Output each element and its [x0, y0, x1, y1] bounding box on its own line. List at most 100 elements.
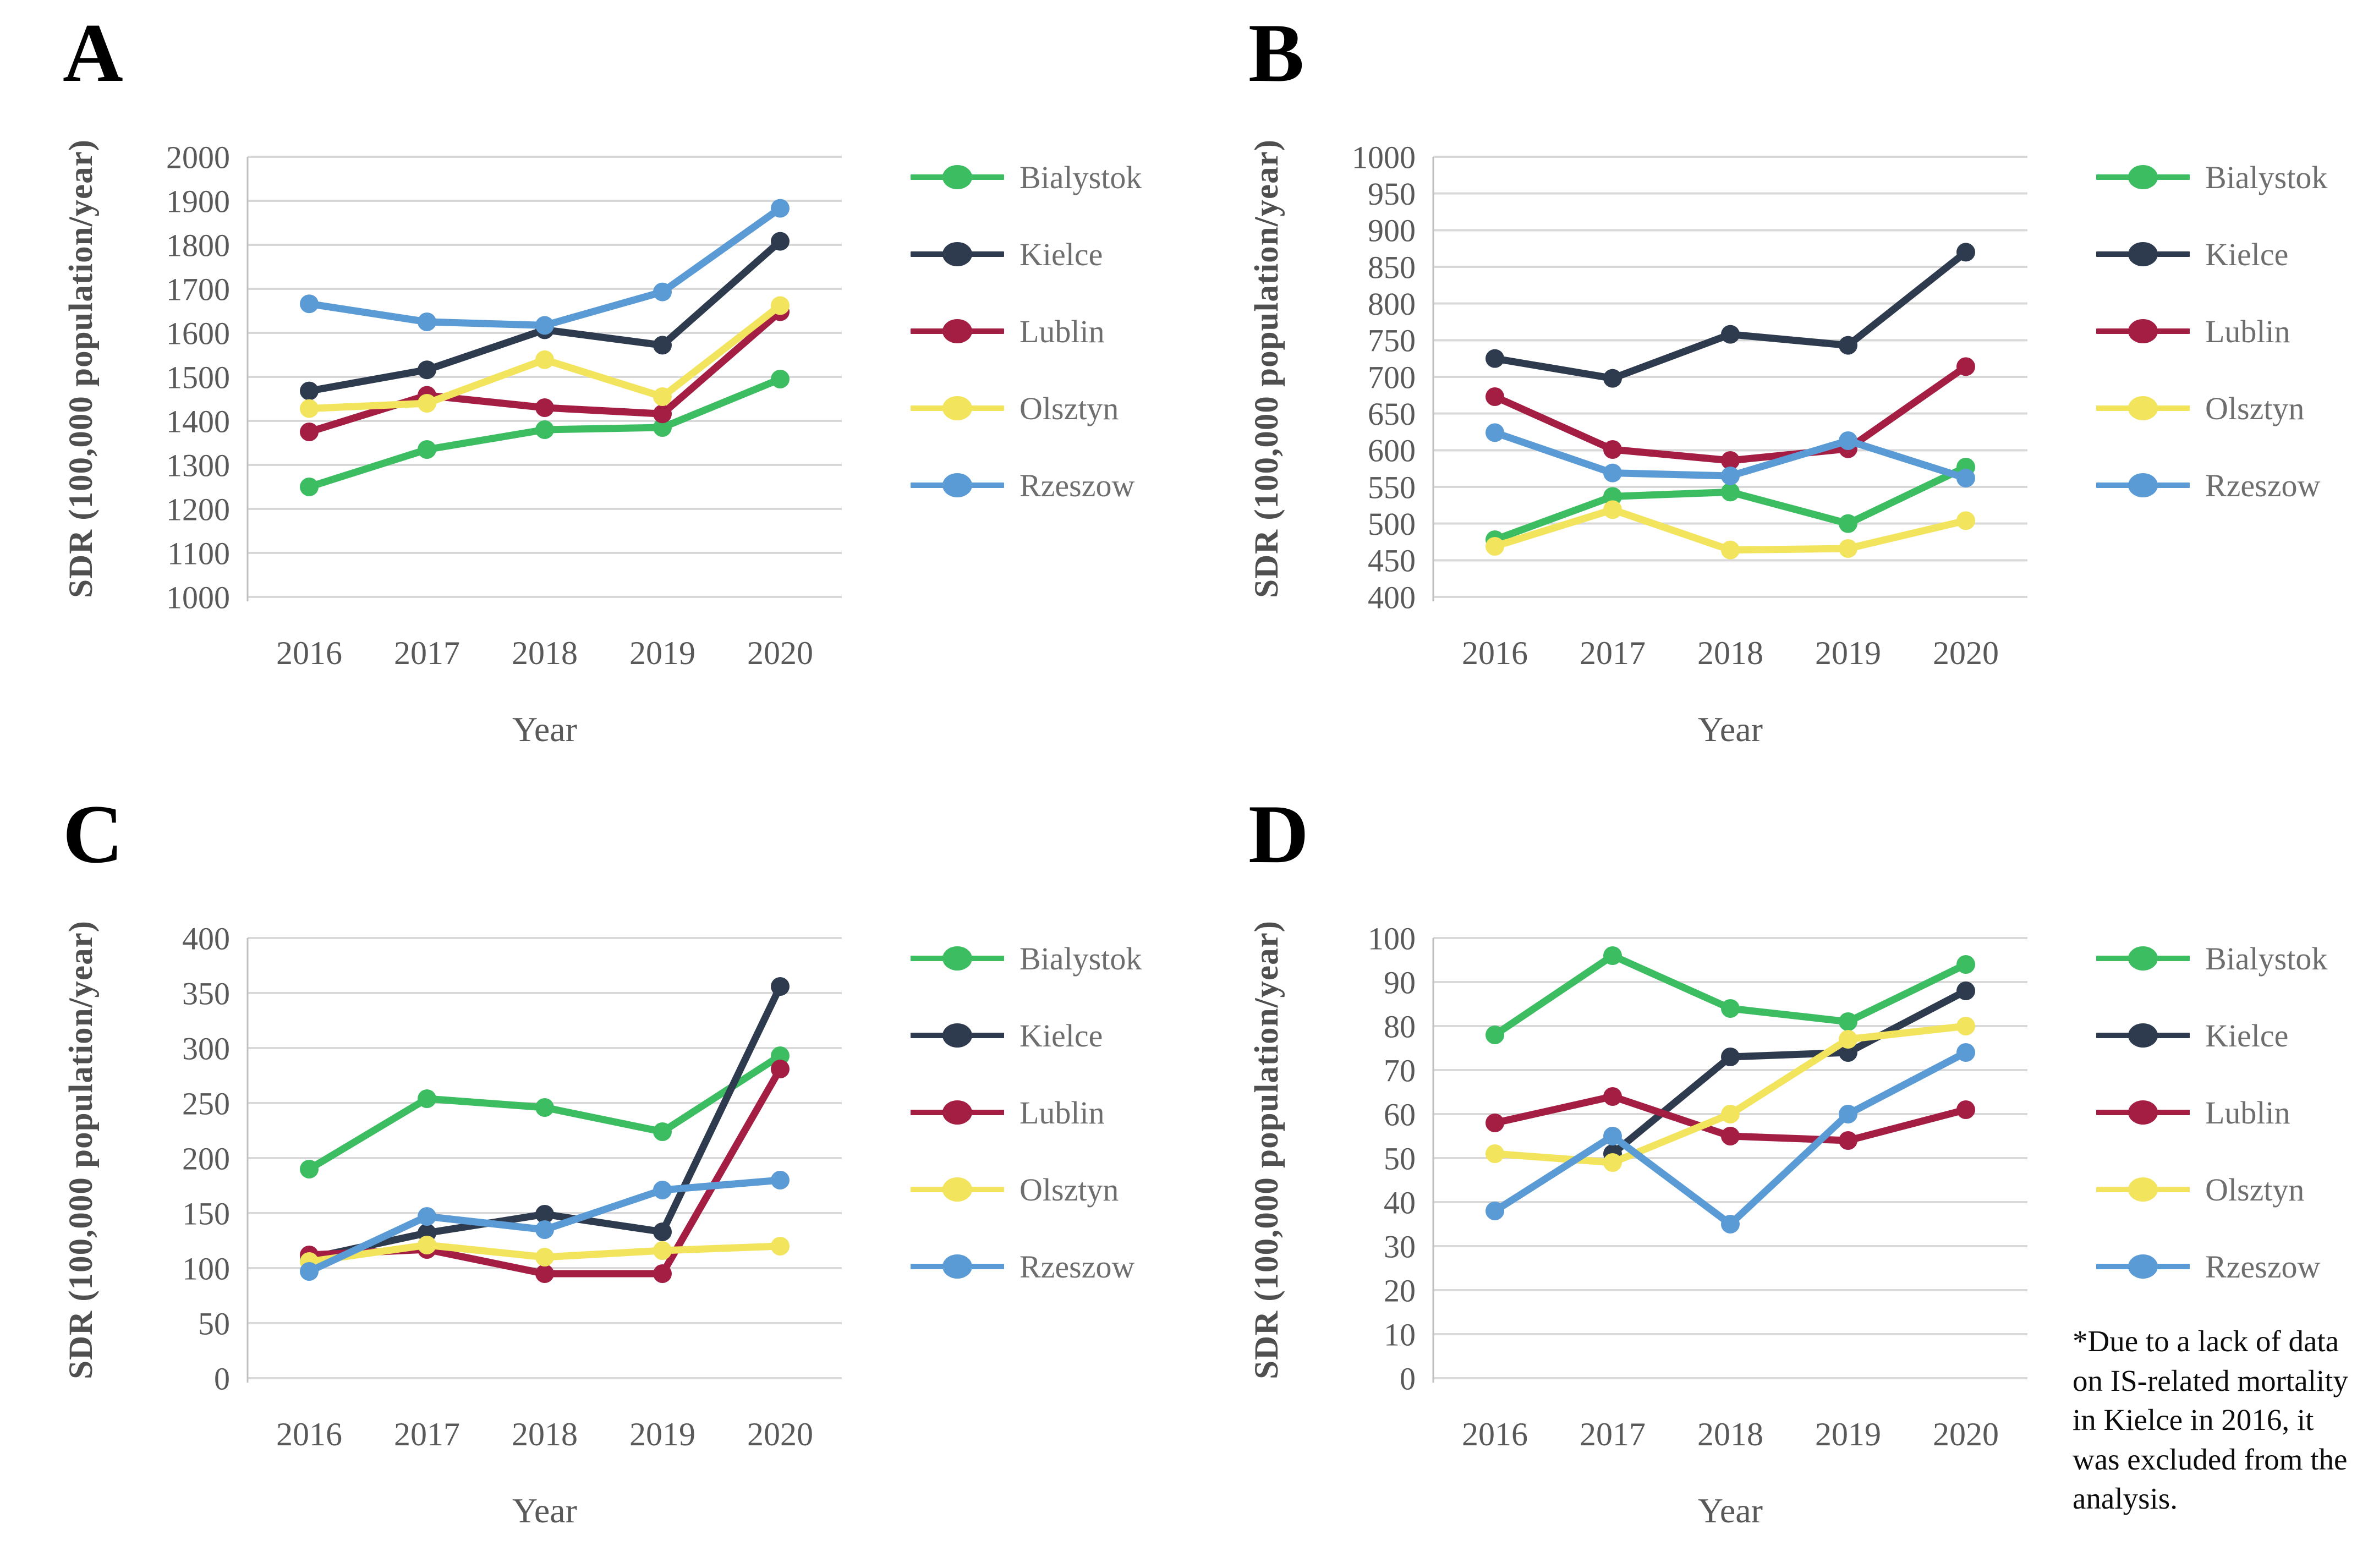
legend-marker-bialystok — [2096, 165, 2190, 189]
data-point-olsztyn-2019 — [653, 1241, 672, 1260]
data-point-olsztyn-2016 — [1486, 537, 1504, 556]
data-point-bialystok-2016 — [300, 478, 319, 496]
data-point-rzeszow-2019 — [653, 1181, 672, 1199]
axis-title-x: Year — [1698, 710, 1763, 749]
data-point-olsztyn-2018 — [1721, 1105, 1740, 1123]
data-point-bialystok-2019 — [653, 1122, 672, 1141]
y-tick-label: 600 — [1368, 433, 1416, 469]
data-point-olsztyn-2018 — [535, 350, 554, 369]
legend-marker-dot — [2128, 396, 2158, 420]
y-tick-label: 550 — [1368, 469, 1416, 505]
data-point-olsztyn-2020 — [1956, 1017, 1975, 1035]
data-point-rzeszow-2016 — [1486, 1202, 1504, 1220]
x-tick-label: 2018 — [512, 1416, 578, 1452]
legend-label: Olsztyn — [1019, 390, 1119, 426]
legend-marker-kielce — [911, 1023, 1004, 1048]
data-point-bialystok-2020 — [771, 370, 790, 388]
chart-canvas: 1000 1100 1200 1300 1400 1500 1600 1700 1800 1900… — [166, 139, 842, 749]
data-point-rzeszow-2020 — [771, 1171, 790, 1189]
legend-marker-dot — [942, 1177, 972, 1202]
axis-title-x: Year — [512, 1491, 577, 1530]
y-tick-label: 90 — [1384, 964, 1416, 1000]
legend-marker-rzeszow — [2096, 473, 2190, 497]
y-tick-label: 1100 — [167, 535, 230, 571]
data-point-olsztyn-2017 — [418, 1236, 436, 1254]
legend-label: Bialystok — [2205, 940, 2328, 977]
data-point-bialystok-2018 — [1721, 483, 1740, 502]
data-point-olsztyn-2018 — [535, 1248, 554, 1267]
y-tick-label: 80 — [1384, 1008, 1416, 1044]
panel-a-legend: Bialystok Kielce Lublin Olsztyn Rzeszow — [911, 139, 1142, 524]
y-tick-label: 1400 — [166, 403, 230, 439]
legend-item-olsztyn: Olsztyn — [911, 370, 1142, 447]
panel-d-line-chart: 0 10 20 30 40 50 60 70 80 90 100 2016 2017 2018 2019 20… — [1334, 920, 2060, 1549]
data-point-rzeszow-2017 — [1603, 463, 1622, 483]
data-point-olsztyn-2016 — [1486, 1144, 1504, 1163]
data-point-olsztyn-2017 — [1603, 1153, 1622, 1172]
legend-marker-kielce — [911, 242, 1004, 266]
data-point-kielce-2019 — [653, 336, 672, 355]
y-tick-label: 1000 — [1352, 140, 1416, 175]
y-tick-label: 1600 — [166, 315, 230, 351]
legend-item-olsztyn: Olsztyn — [2096, 1151, 2327, 1228]
y-tick-label: 1300 — [166, 447, 230, 483]
legend-item-bialystok: Bialystok — [911, 920, 1142, 997]
legend-item-lublin: Lublin — [2096, 1074, 2327, 1151]
legend-label: Kielce — [2205, 1017, 2289, 1054]
data-point-bialystok-2020 — [771, 1046, 790, 1065]
y-tick-label: 0 — [1400, 1361, 1416, 1396]
legend-marker-bialystok — [911, 165, 1004, 189]
panel-c-y-axis-title: SDR (100,000 population/year) — [63, 920, 100, 1379]
data-point-rzeszow-2020 — [771, 199, 790, 218]
data-point-lublin-2017 — [1603, 440, 1622, 459]
data-point-kielce-2018 — [535, 1205, 554, 1224]
y-tick-label: 400 — [182, 922, 230, 956]
kielce-exclusion-note: *Due to a lack of data on IS-related mor… — [2073, 1324, 2348, 1515]
panel-b-letter: B — [1248, 7, 1304, 99]
legend-item-rzeszow: Rzeszow — [2096, 1228, 2327, 1305]
x-tick-label: 2019 — [1815, 1416, 1881, 1452]
data-point-kielce-2016 — [1486, 349, 1504, 368]
data-point-rzeszow-2017 — [418, 312, 436, 331]
panel-c: C SDR (100,000 population/year) 0 50 100 15… — [55, 792, 1183, 1568]
data-point-olsztyn-2017 — [418, 394, 436, 413]
chart-canvas: 0 10 20 30 40 50 60 70 80 90 100 2016 2017 2018 2019 20… — [1368, 920, 2027, 1530]
y-tick-label: 100 — [182, 1251, 230, 1286]
y-tick-label: 40 — [1384, 1185, 1416, 1220]
data-point-lublin-2018 — [535, 1264, 554, 1283]
y-tick-label: 400 — [1368, 579, 1416, 615]
legend-marker-rzeszow — [911, 1254, 1004, 1279]
axis-title-x: Year — [1698, 1491, 1763, 1530]
legend-marker-kielce — [2096, 242, 2190, 266]
y-tick-label: 0 — [214, 1361, 230, 1396]
legend-marker-dot — [2128, 319, 2158, 343]
legend-label: Kielce — [2205, 236, 2289, 272]
panel-d-letter: D — [1248, 788, 1309, 880]
panel-a: A SDR (100,000 population/year) 1000 1100… — [55, 11, 1183, 792]
legend-label: Olsztyn — [2205, 390, 2305, 426]
legend-item-lublin: Lublin — [911, 1074, 1142, 1151]
legend-label: Rzeszow — [1019, 467, 1135, 503]
legend-marker-dot — [942, 396, 972, 420]
panel-b-y-axis-title: SDR (100,000 population/year) — [1248, 139, 1285, 598]
y-tick-label: 900 — [1368, 213, 1416, 249]
legend-label: Kielce — [1019, 236, 1103, 272]
x-tick-label: 2020 — [747, 635, 813, 671]
data-point-rzeszow-2017 — [1603, 1127, 1622, 1145]
data-point-bialystok-2017 — [418, 1089, 436, 1108]
data-point-rzeszow-2019 — [1839, 1105, 1857, 1123]
legend-marker-dot — [2128, 946, 2158, 971]
data-point-lublin-2019 — [653, 404, 672, 424]
data-point-lublin-2020 — [1956, 357, 1975, 376]
legend-marker-olsztyn — [2096, 1177, 2190, 1202]
legend-marker-kielce — [2096, 1023, 2190, 1048]
y-tick-label: 70 — [1384, 1052, 1416, 1088]
x-tick-label: 2017 — [394, 1416, 460, 1452]
data-point-lublin-2018 — [1721, 451, 1740, 470]
y-tick-label: 850 — [1368, 249, 1416, 285]
data-point-rzeszow-2018 — [535, 316, 554, 335]
data-point-lublin-2019 — [1839, 1131, 1857, 1150]
panel-c-legend: Bialystok Kielce Lublin Olsztyn Rzeszow — [911, 920, 1142, 1305]
data-point-olsztyn-2020 — [771, 296, 790, 315]
legend-label: Bialystok — [2205, 159, 2328, 195]
